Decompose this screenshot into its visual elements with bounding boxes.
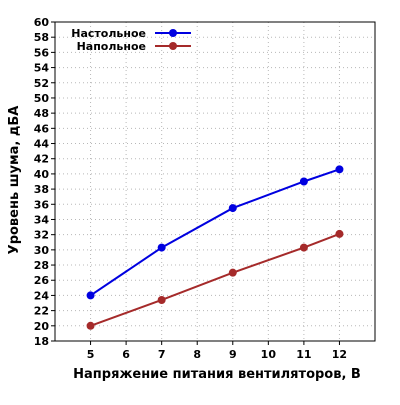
axes bbox=[51, 21, 376, 345]
data-point bbox=[228, 204, 237, 213]
y-tick-label: 48 bbox=[34, 107, 49, 120]
y-tick-label: 40 bbox=[34, 168, 50, 181]
y-tick-label: 26 bbox=[34, 274, 50, 287]
legend-marker bbox=[169, 42, 177, 50]
data-point bbox=[86, 321, 95, 330]
legend-label: Напольное bbox=[77, 40, 146, 53]
data-point bbox=[335, 165, 344, 174]
y-tick-label: 54 bbox=[34, 62, 50, 75]
y-tick-label: 34 bbox=[34, 213, 50, 226]
y-tick-label: 50 bbox=[34, 92, 50, 105]
data-point bbox=[335, 229, 344, 238]
data-point bbox=[86, 291, 95, 300]
y-tick-label: 30 bbox=[34, 244, 50, 257]
data-point bbox=[157, 295, 166, 304]
plot-frame bbox=[54, 21, 376, 342]
data-point bbox=[299, 243, 308, 252]
y-tick-label: 42 bbox=[34, 153, 49, 166]
y-axis-title: Уровень шума, дБА bbox=[7, 106, 22, 255]
y-tick-label: 20 bbox=[34, 320, 50, 333]
y-tick-label: 58 bbox=[34, 31, 49, 44]
data-point bbox=[299, 177, 308, 186]
x-axis-title: Напряжение питания вентиляторов, В bbox=[73, 367, 361, 382]
series-line bbox=[89, 168, 340, 297]
data-point bbox=[157, 243, 166, 252]
series bbox=[86, 165, 344, 330]
y-tick-label: 46 bbox=[34, 122, 50, 135]
series-1 bbox=[86, 165, 344, 300]
y-tick-label: 36 bbox=[34, 198, 50, 211]
legend-label: Настольное bbox=[71, 27, 146, 40]
y-tick-label: 32 bbox=[34, 229, 49, 242]
tick-labels: 1820222426283032343638404244464850525456… bbox=[34, 16, 347, 361]
y-tick-label: 22 bbox=[34, 305, 49, 318]
x-tick-label: 6 bbox=[122, 348, 130, 361]
data-point bbox=[228, 268, 237, 277]
y-tick-label: 60 bbox=[34, 16, 50, 29]
x-tick-label: 7 bbox=[158, 348, 166, 361]
series-2 bbox=[86, 229, 344, 330]
x-tick-label: 10 bbox=[261, 348, 277, 361]
legend-entry-1: Настольное bbox=[71, 27, 191, 40]
x-tick-label: 8 bbox=[193, 348, 201, 361]
y-tick-label: 44 bbox=[34, 138, 50, 151]
grid bbox=[55, 21, 375, 342]
legend-entry-2: Напольное bbox=[77, 40, 191, 53]
x-tick-label: 12 bbox=[332, 348, 347, 361]
y-tick-label: 52 bbox=[34, 77, 49, 90]
y-tick-label: 38 bbox=[34, 183, 49, 196]
x-tick-label: 5 bbox=[87, 348, 95, 361]
y-tick-label: 56 bbox=[34, 46, 50, 59]
legend-marker bbox=[169, 29, 177, 37]
x-tick-label: 11 bbox=[296, 348, 311, 361]
x-tick-label: 9 bbox=[229, 348, 237, 361]
y-tick-label: 18 bbox=[34, 335, 49, 348]
y-tick-label: 24 bbox=[34, 289, 50, 302]
y-tick-label: 28 bbox=[34, 259, 49, 272]
